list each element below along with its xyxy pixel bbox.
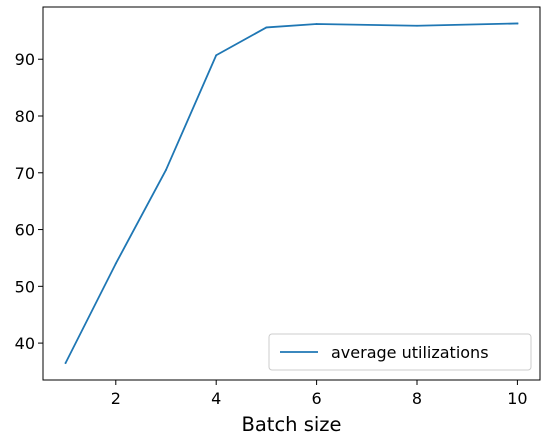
y-tick-label: 70 [15,164,35,183]
x-tick-label: 10 [507,389,527,408]
x-tick-label: 6 [312,389,322,408]
y-axis-ticks: 40 50 60 70 80 90 [15,50,43,353]
legend: average utilizations [268,333,532,371]
x-tick-label: 2 [111,389,121,408]
x-axis-label: Batch size [241,413,341,436]
x-tick-label: 4 [211,389,221,408]
data-point [165,169,167,171]
data-point [416,24,418,27]
data-point [516,22,519,25]
series-line-1 [64,22,519,365]
data-point [64,362,67,364]
series-layer [64,22,519,365]
data-point [315,23,318,25]
y-tick-label: 60 [15,221,35,240]
y-tick-label: 90 [15,50,35,69]
x-tick-label: 8 [412,389,422,408]
plot-frame [42,6,541,381]
y-tick-label: 40 [15,334,35,353]
data-point [215,54,218,57]
y-tick-label: 80 [15,107,35,126]
legend-box [268,333,532,371]
legend-label: average utilizations [331,343,489,362]
data-point [265,26,268,29]
plot-area [43,7,540,380]
x-axis-ticks: 2 4 6 8 10 [111,380,528,408]
y-tick-label: 50 [15,277,35,296]
data-point [114,262,117,265]
